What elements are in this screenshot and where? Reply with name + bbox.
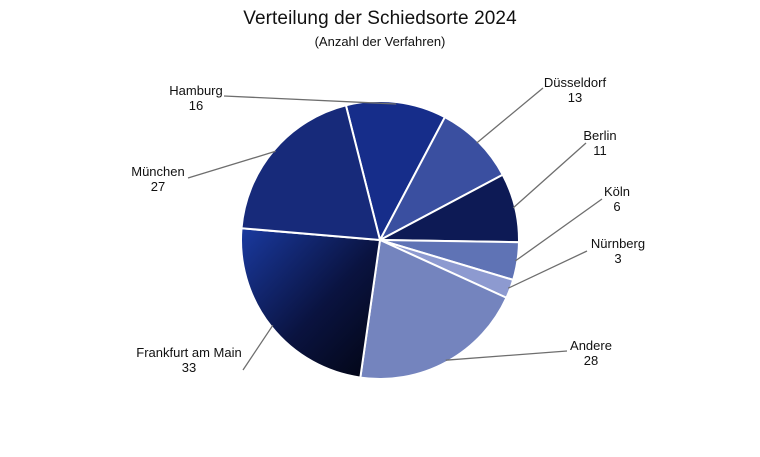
slice-value-hamburg: 16	[189, 98, 203, 113]
slice-label-duesseldorf: Düsseldorf	[544, 75, 607, 90]
slice-label-andere: Andere	[570, 338, 612, 353]
leader-line-frankfurt-am-main	[242, 324, 274, 371]
slice-value-duesseldorf: 13	[568, 90, 582, 105]
slice-label-berlin: Berlin	[583, 128, 616, 143]
leader-line-nuernberg	[507, 250, 588, 289]
slice-label-koeln: Köln	[604, 184, 630, 199]
leader-line-berlin	[512, 142, 587, 209]
slice-value-nuernberg: 3	[614, 251, 621, 266]
slice-label-frankfurt-am-main: Frankfurt am Main	[136, 345, 241, 360]
pie-slice-muenchen	[240, 104, 381, 241]
chart-title: Verteilung der Schiedsorte 2024	[243, 8, 517, 29]
pie-slice-frankfurt-am-main	[240, 227, 381, 379]
chart-subtitle: (Anzahl der Verfahren)	[314, 34, 446, 49]
slice-label-nuernberg: Nürnberg	[591, 236, 645, 251]
slice-value-andere: 28	[584, 353, 598, 368]
leader-line-hamburg	[223, 95, 397, 105]
leader-line-muenchen	[187, 150, 276, 179]
leader-line-andere	[445, 350, 568, 361]
leader-line-duesseldorf	[476, 87, 544, 144]
pie-slice-andere	[359, 239, 508, 380]
slice-value-muenchen: 27	[151, 179, 165, 194]
slice-label-hamburg: Hamburg	[169, 83, 222, 98]
slice-value-frankfurt-am-main: 33	[182, 360, 196, 375]
leader-line-koeln	[515, 198, 603, 262]
slice-value-berlin: 11	[593, 143, 607, 158]
slice-value-koeln: 6	[613, 199, 620, 214]
slice-label-muenchen: München	[131, 164, 184, 179]
pie-slice-hamburg	[344, 100, 446, 241]
